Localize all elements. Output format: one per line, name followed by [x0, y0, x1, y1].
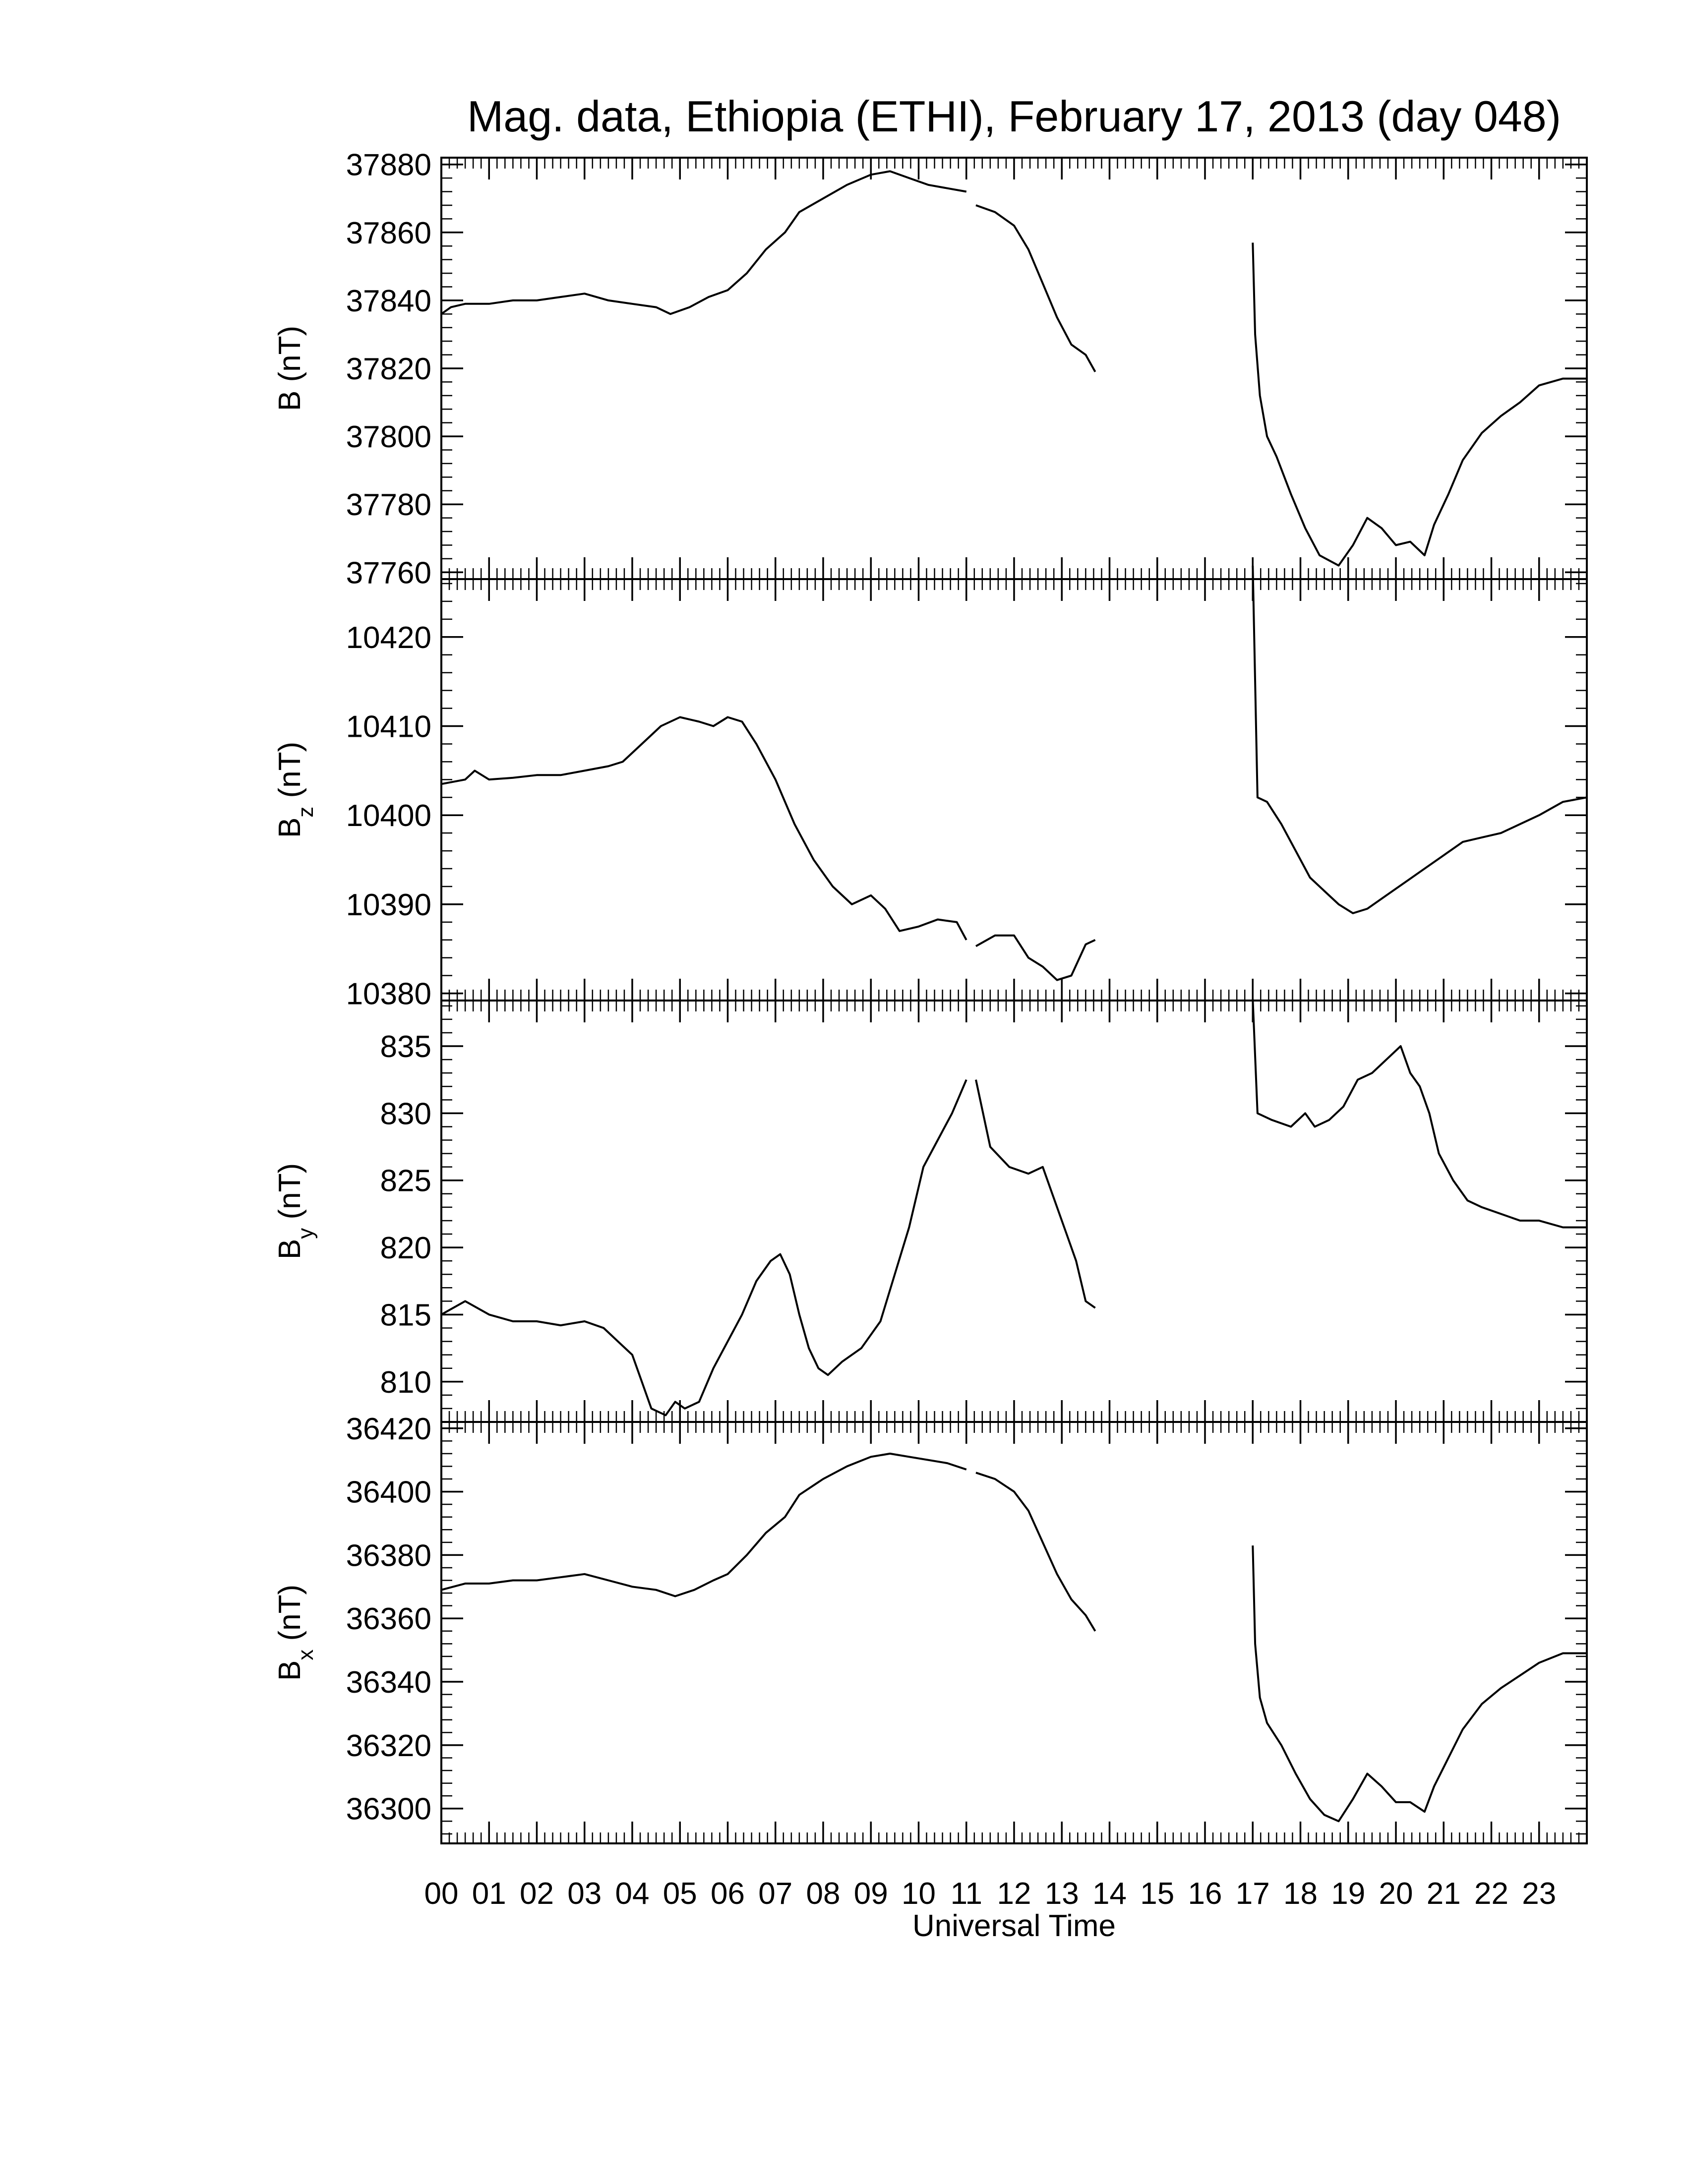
series-line-segment-2: [975, 204, 1096, 372]
series-line-segment-3: [1252, 1545, 1587, 1823]
y-tick-label: 10380: [346, 977, 431, 1011]
x-tick-label: 12: [997, 1877, 1031, 1911]
x-axis-label: Universal Time: [912, 1909, 1116, 1943]
y-tick-label: 815: [380, 1298, 431, 1332]
y-tick-label: 37860: [346, 216, 431, 250]
series-line-segment-1: [441, 1079, 967, 1417]
y-tick-label: 36320: [346, 1729, 431, 1763]
series-line-segment-2: [975, 934, 1096, 981]
y-axis-label-main: B: [273, 1660, 307, 1681]
y-axis-label-subscript: z: [294, 807, 318, 818]
y-tick-label: 36420: [346, 1412, 431, 1446]
y-tick-label: 10420: [346, 621, 431, 655]
panel-1: 37760 37780 37800 37820 37840 37860 37880 B (nT…: [273, 148, 1588, 590]
panel-2: 10380 10390 10400 10410 10420 Bz (nT): [273, 565, 1588, 1011]
y-tick-label: 37780: [346, 488, 431, 522]
x-tick-label: 18: [1283, 1877, 1318, 1911]
y-tick-label: 810: [380, 1365, 431, 1400]
x-tick-label: 15: [1140, 1877, 1174, 1911]
y-axis-label: By (nT): [273, 1163, 318, 1259]
series-line-segment-3: [1252, 999, 1587, 1229]
x-tick-label: 23: [1522, 1877, 1556, 1911]
y-tick-label: 37820: [346, 352, 431, 386]
series-line-segment-1: [441, 716, 967, 941]
panel-frame: [440, 157, 1588, 580]
y-tick-label: 36360: [346, 1602, 431, 1636]
y-axis-label-main: B: [273, 1239, 307, 1259]
y-tick-label: 10400: [346, 799, 431, 833]
x-tick-label: 09: [854, 1877, 888, 1911]
x-tick-label: 16: [1188, 1877, 1222, 1911]
y-tick-label: 37840: [346, 284, 431, 318]
x-tick-label: 22: [1474, 1877, 1508, 1911]
y-tick-label: 37880: [346, 148, 431, 182]
y-axis-label: Bx (nT): [273, 1585, 318, 1681]
x-tick-label: 02: [520, 1877, 554, 1911]
x-tick-label: 11: [951, 1877, 982, 1911]
x-tick-label: 10: [902, 1877, 936, 1911]
panels: 37760 37780 37800 37820 37840 37860 37880 B (nT…: [273, 148, 1588, 1844]
x-axis-tick-labels: 00 01 02 03 04 05 06 07 08 09 10 11 12 13 14 15 16 17 18 19…: [424, 1877, 1557, 1911]
x-tick-label: 14: [1092, 1877, 1127, 1911]
x-tick-label: 19: [1331, 1877, 1365, 1911]
x-tick-label: 21: [1427, 1877, 1461, 1911]
y-tick-label: 36300: [346, 1792, 431, 1827]
y-tick-label: 36340: [346, 1665, 431, 1700]
y-axis-label-unit: (nT): [273, 1585, 307, 1650]
x-tick-label: 05: [663, 1877, 697, 1911]
series-line-segment-1: [441, 1452, 967, 1597]
y-tick-label: 36380: [346, 1538, 431, 1573]
y-tick-label: 825: [380, 1164, 431, 1198]
chart-title: Mag. data, Ethiopia (ETHI), February 17,…: [467, 92, 1561, 141]
x-tick-label: 17: [1236, 1877, 1270, 1911]
series-line-segment-3: [1252, 565, 1587, 914]
y-tick-label: 37760: [346, 556, 431, 590]
y-axis-label-unit: (nT): [273, 1163, 307, 1228]
x-tick-label: 13: [1045, 1877, 1079, 1911]
y-axis-label: B (nT): [273, 326, 307, 411]
x-tick-label: 07: [758, 1877, 792, 1911]
y-tick-label: 830: [380, 1097, 431, 1131]
y-axis-label: Bz (nT): [273, 742, 318, 838]
x-tick-label: 08: [806, 1877, 841, 1911]
y-axis-label-unit: (nT): [273, 326, 307, 391]
y-axis-label-subscript: y: [294, 1228, 318, 1239]
series-line-segment-1: [440, 170, 967, 315]
x-tick-label: 04: [615, 1877, 650, 1911]
y-tick-label: 820: [380, 1231, 431, 1265]
y-tick-label: 835: [380, 1030, 431, 1064]
y-tick-label: 10410: [346, 710, 431, 744]
y-axis-label-main: B: [273, 391, 307, 411]
panel-frame: [440, 578, 1588, 1002]
series-line-segment-2: [975, 1079, 1096, 1309]
y-tick-label: 36400: [346, 1476, 431, 1510]
series-line-segment-3: [1252, 242, 1587, 567]
x-tick-label: 01: [472, 1877, 506, 1911]
x-tick-label: 00: [424, 1877, 459, 1911]
panel-frame: [440, 1421, 1588, 1844]
y-axis-label-unit: (nT): [273, 742, 307, 807]
panel-3: 810 815 820 825 830 835 By (nT): [273, 999, 1588, 1423]
x-tick-label: 20: [1379, 1877, 1413, 1911]
panel-frame: [440, 1000, 1588, 1423]
series-line-segment-2: [975, 1472, 1096, 1632]
panel-4: 36300 36320 36340 36360 36380 36400 36420 Bx (n…: [273, 1412, 1588, 1844]
y-tick-label: 37800: [346, 420, 431, 454]
y-axis-label-subscript: x: [294, 1650, 318, 1660]
x-tick-label: 06: [711, 1877, 745, 1911]
x-tick-label: 03: [567, 1877, 602, 1911]
y-tick-label: 10390: [346, 888, 431, 922]
y-axis-label-main: B: [273, 818, 307, 838]
